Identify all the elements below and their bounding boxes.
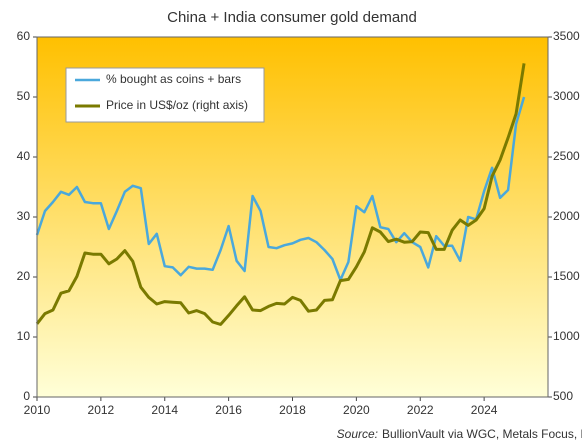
y2-tick-label: 2500 (553, 149, 580, 163)
plot-frame (36, 36, 549, 398)
y2-tick-label: 2000 (553, 209, 580, 223)
y2-tick-label: 1000 (553, 329, 580, 343)
x-tick-label: 2020 (343, 403, 370, 417)
source-label: Source: (337, 427, 378, 441)
legend-label: Price in US$/oz (right axis) (106, 98, 248, 112)
x-tick-label: 2022 (407, 403, 434, 417)
y-tick-label: 40 (17, 149, 31, 163)
y-tick-label: 30 (17, 209, 31, 223)
x-tick-label: 2012 (88, 403, 115, 417)
chart-title: China + India consumer gold demand (167, 9, 417, 26)
legend-box (65, 67, 265, 123)
x-tick-label: 2014 (151, 403, 178, 417)
y2-tick-label: 1500 (553, 269, 580, 283)
y-tick-label: 0 (23, 389, 30, 403)
y2-tick-label: 3000 (553, 89, 580, 103)
y2-tick-label: 500 (553, 389, 573, 403)
x-tick-label: 2024 (471, 403, 498, 417)
y-tick-label: 10 (17, 329, 31, 343)
y-tick-label: 60 (17, 29, 31, 43)
legend-label: % bought as coins + bars (106, 72, 241, 86)
x-tick-label: 2016 (215, 403, 242, 417)
series-line (35, 63, 526, 326)
x-tick-label: 2010 (24, 403, 51, 417)
source-text: BullionVault via WGC, Metals Focus, LBMA (382, 427, 582, 441)
x-tick-label: 2018 (279, 403, 306, 417)
y-tick-label: 20 (17, 269, 31, 283)
y-tick-label: 50 (17, 89, 31, 103)
series-line (35, 96, 526, 282)
y2-tick-label: 3500 (553, 29, 580, 43)
